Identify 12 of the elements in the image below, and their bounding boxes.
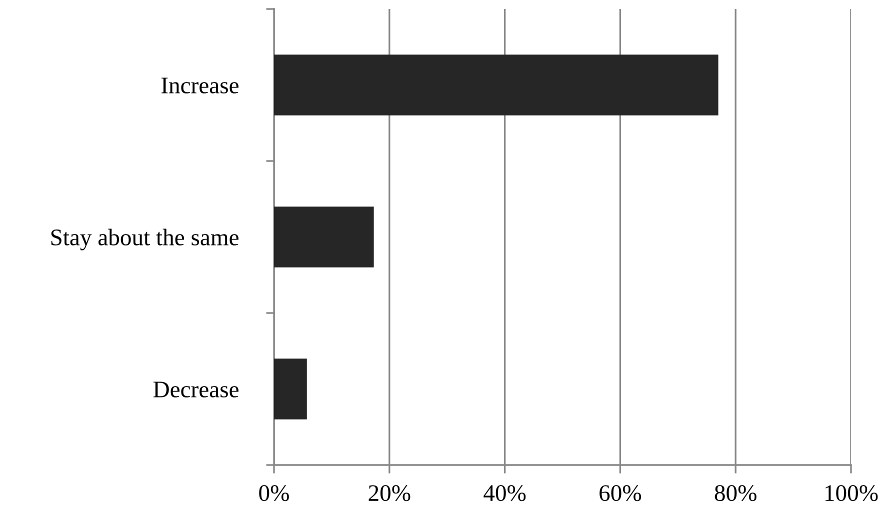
x-tick-label: 40% — [484, 485, 526, 502]
y-tick-label: Increase — [161, 78, 238, 94]
y-tick-label: Decrease — [153, 382, 238, 398]
x-tick-label: 100% — [826, 485, 878, 502]
x-tick-label: 20% — [368, 485, 410, 502]
x-tick-label: 0% — [259, 485, 289, 502]
bar — [274, 54, 718, 116]
y-tick-label: Stay about the same — [51, 228, 238, 250]
bar — [274, 206, 374, 268]
x-tick-label: 60% — [600, 485, 642, 502]
bar — [274, 358, 307, 420]
x-tick-label: 80% — [714, 485, 756, 502]
